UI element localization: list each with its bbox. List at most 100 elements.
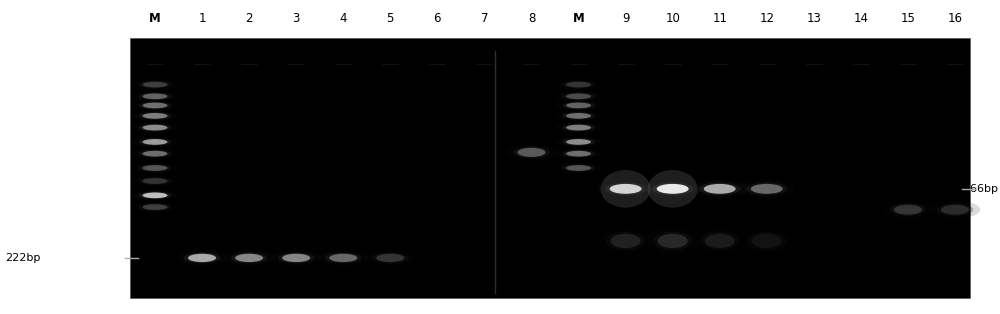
Ellipse shape: [139, 150, 171, 157]
Ellipse shape: [132, 111, 178, 121]
Text: 566bp: 566bp: [963, 184, 998, 194]
Ellipse shape: [188, 254, 216, 262]
Text: 15: 15: [901, 12, 915, 25]
Ellipse shape: [132, 100, 178, 111]
Ellipse shape: [143, 125, 168, 130]
Ellipse shape: [132, 163, 178, 173]
FancyBboxPatch shape: [130, 38, 970, 298]
Ellipse shape: [556, 100, 601, 111]
Ellipse shape: [556, 91, 601, 101]
Ellipse shape: [278, 252, 314, 263]
Ellipse shape: [597, 180, 654, 198]
Ellipse shape: [556, 122, 601, 133]
Ellipse shape: [139, 177, 171, 185]
Ellipse shape: [566, 82, 591, 88]
Ellipse shape: [224, 250, 274, 265]
Ellipse shape: [751, 184, 783, 194]
Ellipse shape: [652, 182, 693, 195]
Ellipse shape: [143, 103, 168, 108]
Ellipse shape: [143, 82, 168, 88]
Text: 2: 2: [245, 12, 253, 25]
Ellipse shape: [644, 180, 701, 198]
Ellipse shape: [184, 252, 220, 263]
Text: 14: 14: [853, 12, 868, 25]
Ellipse shape: [132, 91, 178, 101]
Ellipse shape: [325, 252, 361, 263]
Ellipse shape: [691, 180, 749, 198]
Text: 8: 8: [528, 12, 535, 25]
Ellipse shape: [556, 111, 601, 121]
Ellipse shape: [143, 113, 168, 119]
Ellipse shape: [566, 151, 591, 156]
Text: 4: 4: [339, 12, 347, 25]
Ellipse shape: [143, 139, 168, 145]
Ellipse shape: [937, 203, 973, 216]
Ellipse shape: [513, 146, 550, 158]
Ellipse shape: [132, 137, 178, 147]
Ellipse shape: [143, 151, 168, 156]
Ellipse shape: [506, 144, 557, 160]
Text: M: M: [573, 12, 584, 25]
Ellipse shape: [562, 164, 595, 172]
Ellipse shape: [646, 228, 700, 254]
Ellipse shape: [601, 170, 651, 208]
Ellipse shape: [657, 184, 689, 194]
Ellipse shape: [231, 252, 267, 263]
Ellipse shape: [941, 205, 969, 215]
Ellipse shape: [653, 232, 692, 250]
Ellipse shape: [132, 149, 178, 159]
Ellipse shape: [556, 163, 601, 173]
Ellipse shape: [517, 148, 545, 157]
Text: 9: 9: [622, 12, 629, 25]
Ellipse shape: [747, 232, 786, 250]
Ellipse shape: [566, 165, 591, 171]
Ellipse shape: [605, 182, 646, 195]
Text: 3: 3: [292, 12, 300, 25]
Text: 222bp: 222bp: [5, 253, 40, 263]
Ellipse shape: [611, 234, 641, 248]
Text: 5: 5: [387, 12, 394, 25]
Text: 12: 12: [759, 12, 774, 25]
Ellipse shape: [566, 103, 591, 108]
Text: M: M: [149, 12, 161, 25]
Ellipse shape: [132, 190, 178, 201]
Ellipse shape: [139, 112, 171, 120]
Ellipse shape: [599, 228, 653, 254]
Ellipse shape: [562, 150, 595, 157]
Text: 13: 13: [806, 12, 821, 25]
Ellipse shape: [700, 232, 739, 250]
Ellipse shape: [556, 149, 601, 159]
Text: 1: 1: [198, 12, 206, 25]
Ellipse shape: [271, 250, 321, 265]
Ellipse shape: [139, 192, 171, 199]
Ellipse shape: [930, 201, 980, 219]
Ellipse shape: [562, 138, 595, 146]
Ellipse shape: [143, 94, 168, 99]
Ellipse shape: [132, 79, 178, 90]
Ellipse shape: [704, 184, 736, 194]
Ellipse shape: [329, 254, 357, 262]
Ellipse shape: [699, 182, 741, 195]
Ellipse shape: [562, 112, 595, 120]
Text: 6: 6: [434, 12, 441, 25]
Ellipse shape: [566, 94, 591, 99]
Ellipse shape: [746, 182, 788, 195]
Ellipse shape: [139, 164, 171, 172]
Ellipse shape: [562, 81, 595, 88]
Ellipse shape: [139, 138, 171, 146]
Ellipse shape: [139, 81, 171, 88]
Ellipse shape: [139, 93, 171, 100]
Ellipse shape: [139, 124, 171, 131]
Ellipse shape: [132, 176, 178, 186]
Ellipse shape: [566, 113, 591, 119]
Ellipse shape: [376, 254, 404, 262]
Ellipse shape: [143, 165, 168, 171]
Text: 10: 10: [665, 12, 680, 25]
Ellipse shape: [139, 102, 171, 109]
Ellipse shape: [282, 254, 310, 262]
Text: 11: 11: [712, 12, 727, 25]
Ellipse shape: [890, 203, 926, 216]
Ellipse shape: [556, 79, 601, 90]
Ellipse shape: [143, 204, 168, 210]
Ellipse shape: [556, 137, 601, 147]
